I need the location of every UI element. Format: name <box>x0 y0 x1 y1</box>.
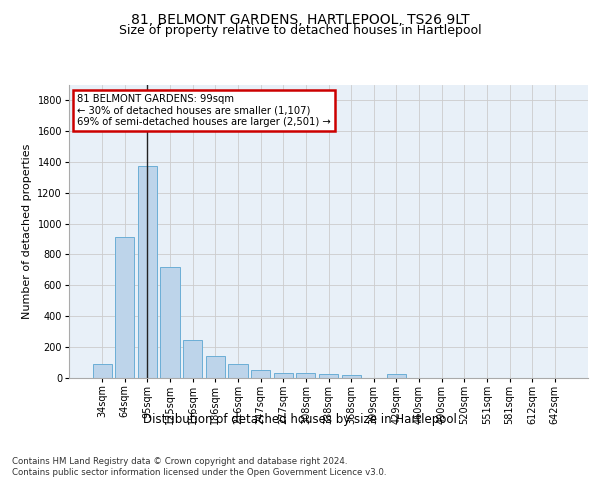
Bar <box>138 166 157 378</box>
Bar <box>387 374 406 378</box>
Bar <box>183 340 202 378</box>
Text: 81, BELMONT GARDENS, HARTLEPOOL, TS26 9LT: 81, BELMONT GARDENS, HARTLEPOOL, TS26 9L… <box>131 12 469 26</box>
Bar <box>160 268 180 378</box>
Bar <box>319 374 338 378</box>
Bar <box>296 373 316 378</box>
Bar <box>229 364 248 378</box>
Text: Contains HM Land Registry data © Crown copyright and database right 2024.
Contai: Contains HM Land Registry data © Crown c… <box>12 458 386 477</box>
Text: Size of property relative to detached houses in Hartlepool: Size of property relative to detached ho… <box>119 24 481 37</box>
Text: Distribution of detached houses by size in Hartlepool: Distribution of detached houses by size … <box>143 412 457 426</box>
Bar <box>206 356 225 378</box>
Bar <box>115 238 134 378</box>
Bar <box>274 373 293 378</box>
Bar <box>341 375 361 378</box>
Bar <box>92 364 112 378</box>
Y-axis label: Number of detached properties: Number of detached properties <box>22 144 32 319</box>
Bar <box>251 370 270 378</box>
Text: 81 BELMONT GARDENS: 99sqm
← 30% of detached houses are smaller (1,107)
69% of se: 81 BELMONT GARDENS: 99sqm ← 30% of detac… <box>77 94 331 127</box>
